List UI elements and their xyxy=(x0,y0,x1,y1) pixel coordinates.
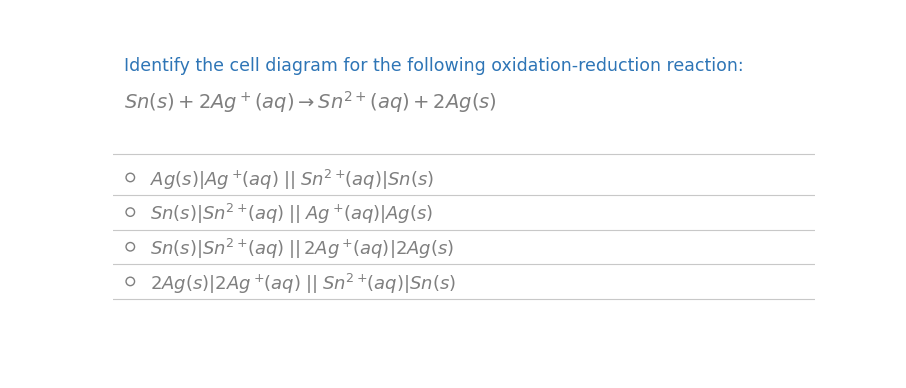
Text: $\mathit{Sn(s)}\mathsf{|}\mathit{Sn}^{2+}\!\mathit{(aq)}\mathsf{\;||}\mathsf{\,}: $\mathit{Sn(s)}\mathsf{|}\mathit{Sn}^{2+… xyxy=(150,237,455,261)
Text: $2\mathit{Ag(s)}\mathsf{|}2\mathit{Ag}^+\!\mathit{(aq)}\mathsf{\;||\;}\mathit{Sn: $2\mathit{Ag(s)}\mathsf{|}2\mathit{Ag}^+… xyxy=(150,271,457,296)
Text: $\mathsf{\mathit{Sn(s) + 2Ag^+(aq) \rightarrow Sn^{2+}(aq) + 2Ag(s)}}$: $\mathsf{\mathit{Sn(s) + 2Ag^+(aq) \righ… xyxy=(124,89,496,115)
Text: Identify the cell diagram for the following oxidation-reduction reaction:: Identify the cell diagram for the follow… xyxy=(124,57,744,75)
Text: $\mathit{Sn(s)}\mathsf{|}\mathit{Sn}^{2+}\!\mathit{(aq)}\mathsf{\;||\;}\mathit{A: $\mathit{Sn(s)}\mathsf{|}\mathit{Sn}^{2+… xyxy=(150,202,434,226)
Text: $\mathit{Ag(s)}\mathsf{|}\mathit{Ag}^+\!\mathit{(aq)}\mathsf{\;||\;}\mathit{Sn}^: $\mathit{Ag(s)}\mathsf{|}\mathit{Ag}^+\!… xyxy=(150,168,435,192)
